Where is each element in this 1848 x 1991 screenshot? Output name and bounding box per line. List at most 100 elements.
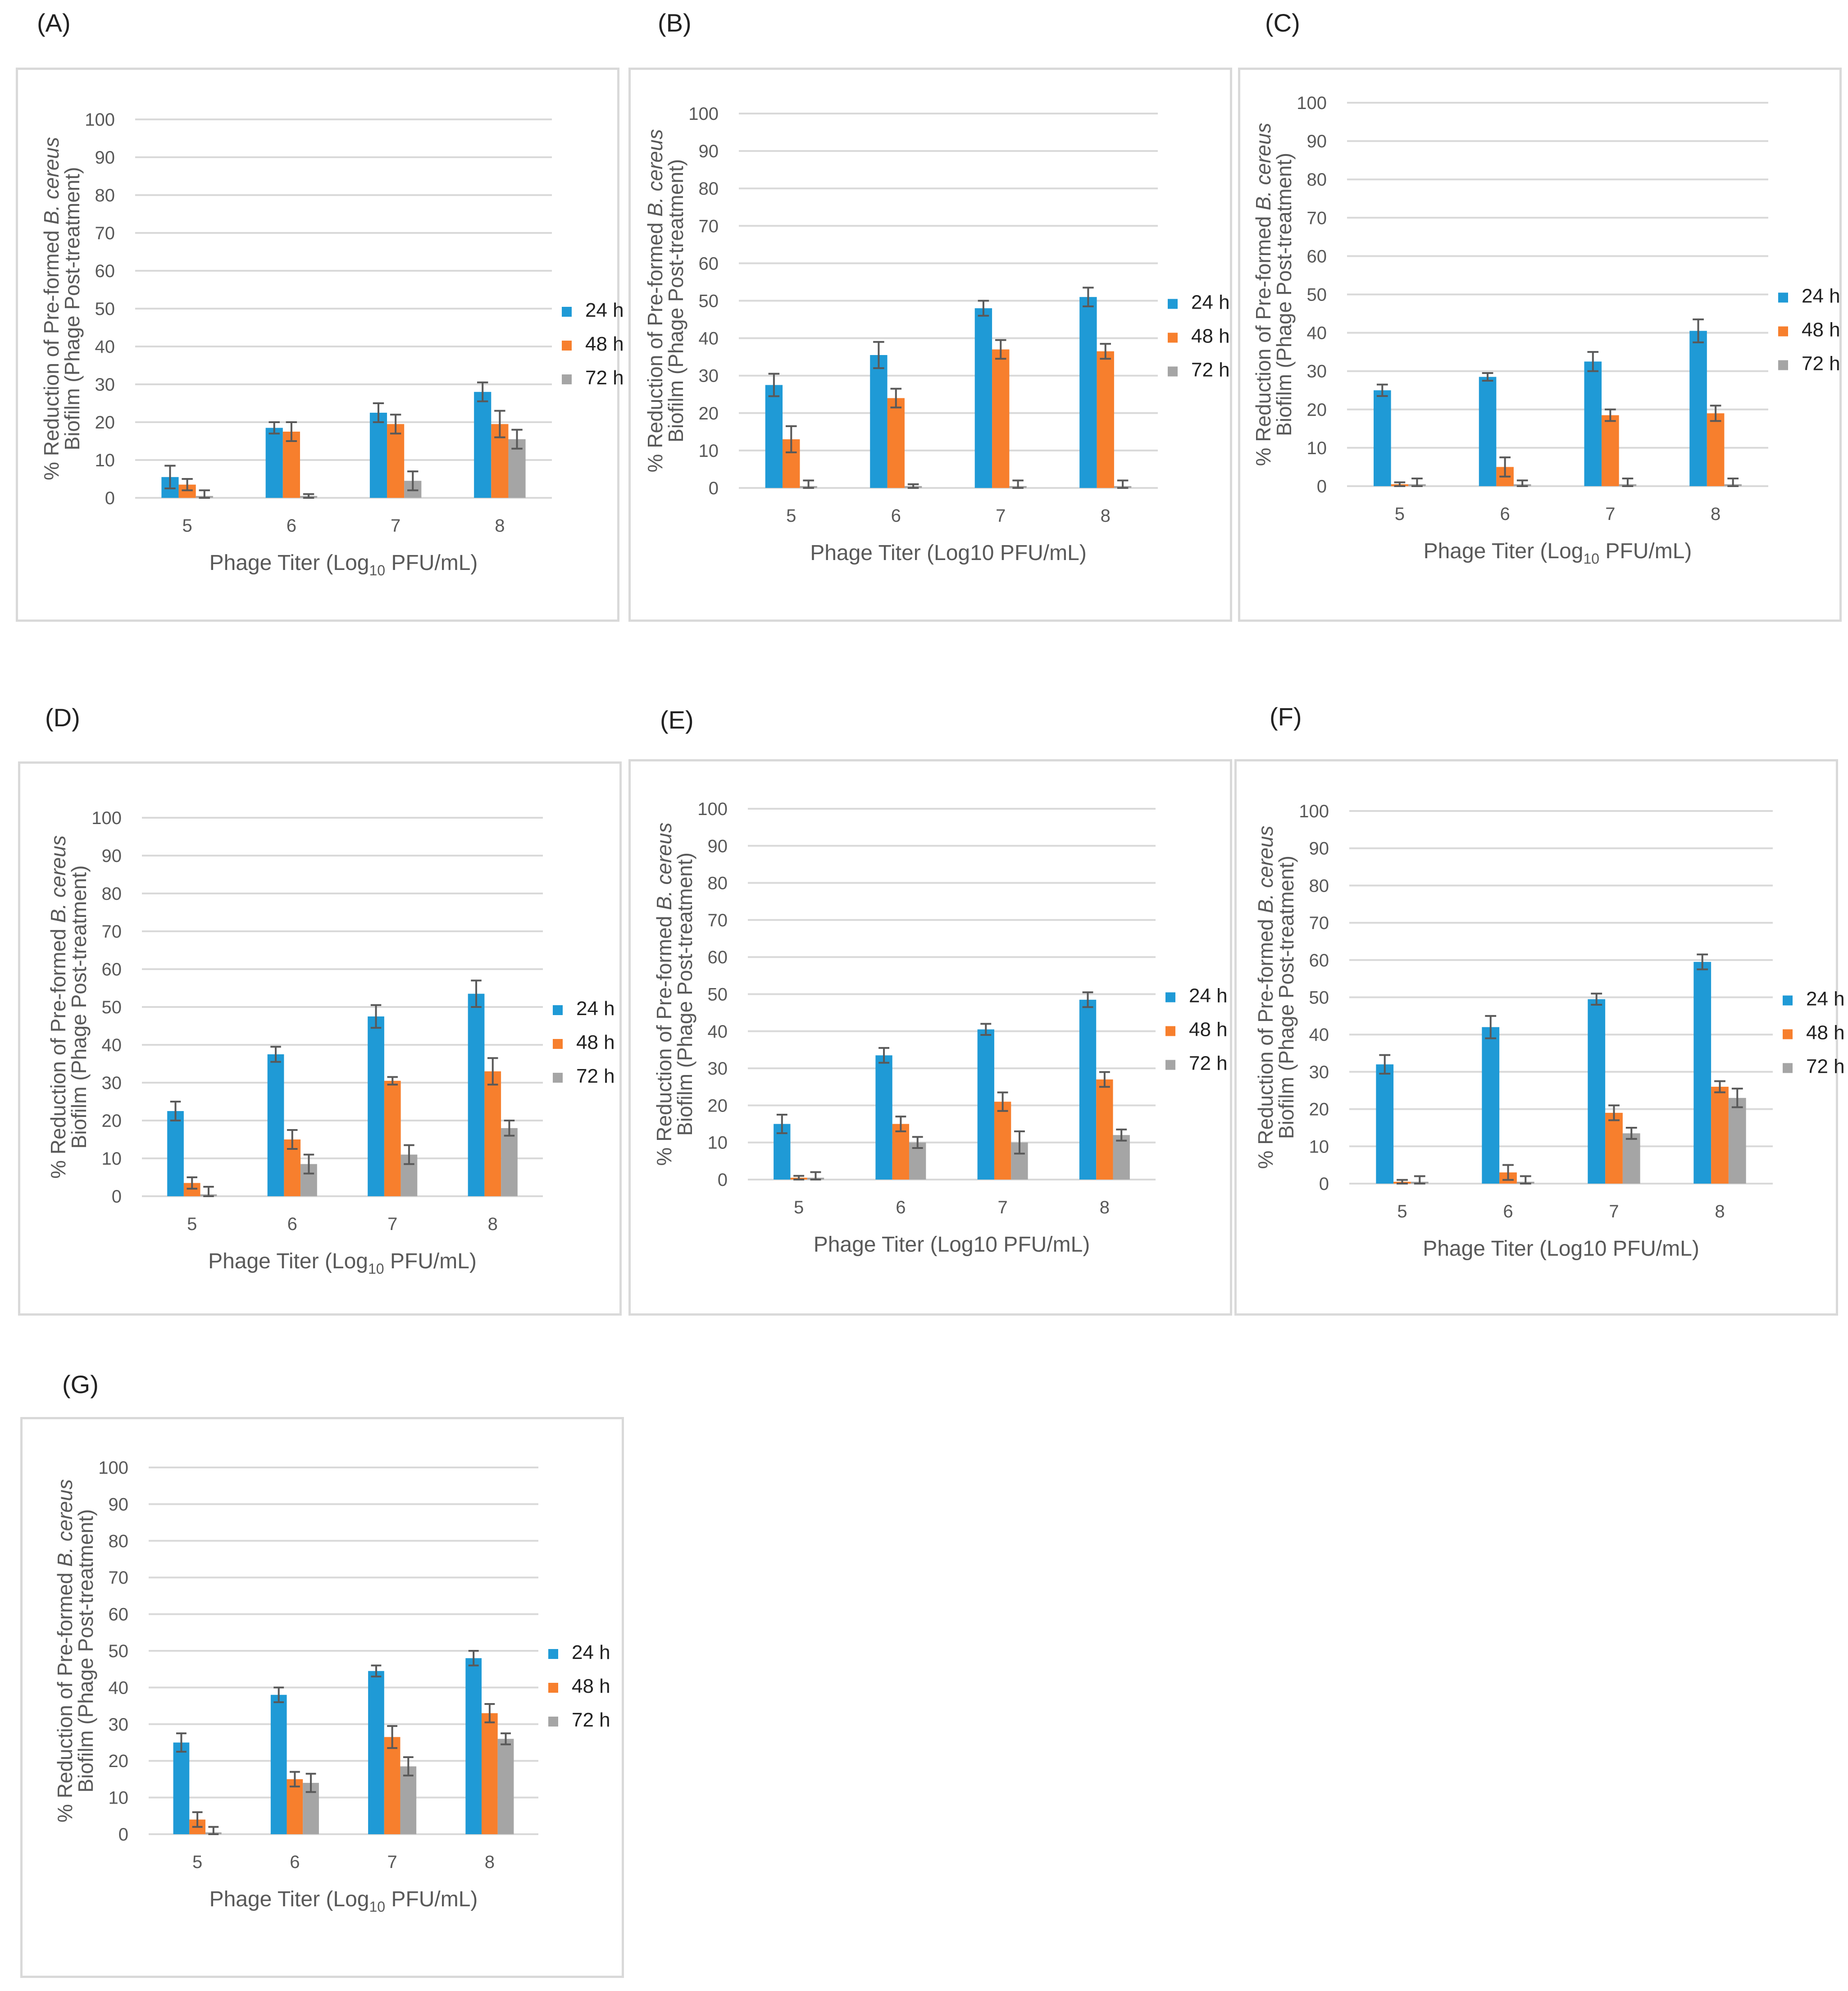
legend-label: 24 h <box>572 1641 610 1663</box>
bar-c-24h-8 <box>1689 331 1707 486</box>
legend-label: 24 h <box>1191 292 1230 314</box>
y-tick-label: 80 <box>1309 876 1329 896</box>
bar-g-48h-7 <box>384 1737 401 1834</box>
y-tick-label: 20 <box>109 1751 129 1771</box>
bar-b-24h-8 <box>1079 297 1097 488</box>
y-tick-label: 0 <box>1319 1174 1329 1194</box>
y-tick-label: 60 <box>95 261 115 281</box>
x-tick-label: 5 <box>1395 504 1405 524</box>
y-tick-label: 10 <box>109 1788 129 1808</box>
y-tick-label: 40 <box>708 1022 728 1042</box>
y-axis-label-line1: % Reduction of Pre-formed B. cereus <box>46 835 70 1179</box>
y-tick-label: 30 <box>708 1059 728 1079</box>
bar-g-24h-6 <box>270 1695 287 1834</box>
x-tick-label: 8 <box>1711 504 1721 524</box>
y-tick-label: 80 <box>708 874 728 893</box>
bar-d-24h-8 <box>468 993 485 1196</box>
y-tick-label: 90 <box>109 1494 129 1514</box>
bar-c-48h-7 <box>1602 415 1619 486</box>
x-tick-label: 8 <box>1101 506 1111 526</box>
y-tick-label: 50 <box>708 985 728 1005</box>
panel-label-a: (A) <box>37 9 71 37</box>
y-tick-label: 20 <box>699 404 719 424</box>
chart-f: 0 10 20 30 40 50 60 70 80 90 100 5 6 7 8 Phage Titer (L… <box>1254 802 1845 1261</box>
x-tick-label: 6 <box>891 506 901 526</box>
bar-b-24h-7 <box>974 308 992 488</box>
legend-swatch <box>1778 292 1788 303</box>
y-tick-label: 50 <box>699 292 719 311</box>
y-axis-label-line1: % Reduction of Pre-formed B. cereus <box>643 129 667 473</box>
bar-e-24h-7 <box>977 1029 994 1180</box>
x-axis-label: Phage Titer (Log10 PFU/mL) <box>209 551 478 579</box>
legend-label: 48 h <box>1189 1019 1228 1041</box>
legend-swatch <box>1778 360 1788 370</box>
legend-label: 48 h <box>585 333 624 355</box>
legend-label: 72 h <box>1191 359 1230 381</box>
bar-g-24h-7 <box>368 1671 384 1834</box>
y-tick-label: 50 <box>109 1641 129 1661</box>
y-tick-label: 90 <box>699 141 719 161</box>
bar-e-72h-8 <box>1113 1135 1130 1180</box>
x-tick-label: 7 <box>998 1198 1008 1217</box>
legend-label: 72 h <box>1189 1052 1228 1075</box>
legend-swatch <box>1165 1060 1175 1070</box>
panel-frame-b <box>628 68 1232 622</box>
x-tick-label: 8 <box>1715 1202 1725 1221</box>
bar-c-48h-8 <box>1707 413 1725 486</box>
legend-swatch <box>1778 326 1788 337</box>
bar-a-24h-6 <box>265 428 283 498</box>
y-tick-label: 30 <box>699 366 719 386</box>
legend-swatch <box>1783 1063 1793 1073</box>
y-tick-label: 50 <box>1309 988 1329 1008</box>
bar-e-24h-8 <box>1079 999 1097 1180</box>
bar-f-72h-7 <box>1622 1133 1640 1184</box>
bar-f-48h-8 <box>1711 1086 1729 1184</box>
y-tick-label: 100 <box>91 808 122 828</box>
bar-e-48h-6 <box>892 1124 910 1180</box>
y-tick-label: 50 <box>1307 285 1327 305</box>
bar-g-72h-7 <box>400 1766 417 1834</box>
legend-swatch <box>562 374 572 384</box>
panel-frame-a <box>16 68 619 622</box>
legend-label: 24 h <box>1189 985 1228 1007</box>
x-tick-label: 8 <box>488 1214 498 1234</box>
bar-d-24h-5 <box>167 1111 184 1196</box>
legend-swatch <box>1168 333 1178 343</box>
x-tick-label: 8 <box>495 516 505 536</box>
bar-c-24h-6 <box>1479 377 1497 486</box>
x-tick-label: 8 <box>1100 1198 1110 1217</box>
bar-a-24h-8 <box>474 392 492 498</box>
y-tick-label: 50 <box>102 998 122 1017</box>
legend-swatch <box>1168 299 1178 309</box>
x-axis-label: Phage Titer (Log10 PFU/mL) <box>810 541 1087 565</box>
bar-e-48h-7 <box>994 1102 1011 1180</box>
bar-e-24h-6 <box>875 1055 892 1180</box>
y-tick-label: 30 <box>109 1715 129 1735</box>
bar-b-48h-8 <box>1097 351 1114 488</box>
y-tick-label: 30 <box>95 375 115 395</box>
y-tick-label: 80 <box>1307 170 1327 190</box>
y-tick-label: 90 <box>1309 839 1329 859</box>
y-axis-label-line2: Biofilm (Phage Post-treatment) <box>664 159 687 442</box>
panel-label-e: (E) <box>660 706 694 734</box>
legend-swatch <box>1783 1029 1793 1039</box>
y-tick-label: 10 <box>1307 438 1327 458</box>
legend-label: 72 h <box>572 1709 610 1731</box>
x-tick-label: 6 <box>287 516 296 536</box>
x-tick-label: 6 <box>896 1198 906 1217</box>
legend-swatch <box>562 307 572 317</box>
y-tick-label: 90 <box>102 846 122 866</box>
bar-b-48h-7 <box>992 349 1010 488</box>
x-tick-label: 7 <box>996 506 1006 526</box>
y-tick-label: 30 <box>1307 362 1327 382</box>
y-tick-label: 90 <box>708 836 728 856</box>
bar-c-24h-7 <box>1584 361 1602 486</box>
bar-g-48h-8 <box>482 1713 498 1834</box>
legend-swatch <box>548 1649 558 1659</box>
y-tick-label: 100 <box>98 1458 128 1478</box>
x-axis-label: Phage Titer (Log10 PFU/mL) <box>814 1233 1090 1257</box>
y-tick-label: 70 <box>102 922 122 942</box>
x-tick-label: 6 <box>1500 504 1510 524</box>
y-tick-label: 0 <box>105 488 115 508</box>
